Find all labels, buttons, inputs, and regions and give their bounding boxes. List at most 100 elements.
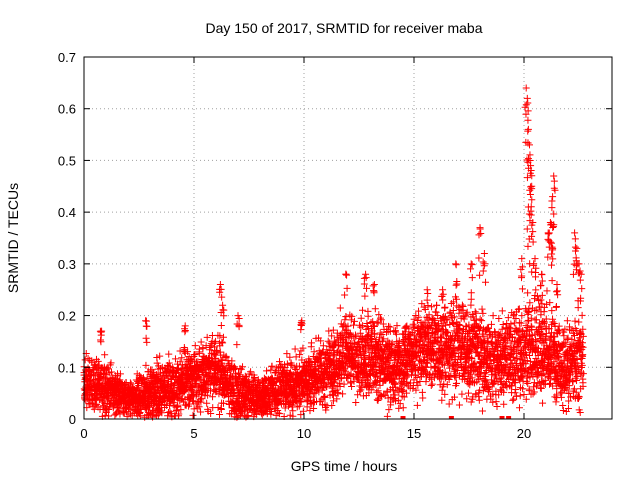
data-point <box>579 332 587 340</box>
data-point <box>548 277 556 285</box>
data-point <box>207 410 215 418</box>
data-point <box>527 162 535 170</box>
data-point <box>216 411 223 419</box>
data-point <box>511 389 519 397</box>
y-tick-label: 0.5 <box>58 153 76 168</box>
data-point <box>443 381 451 389</box>
data-point <box>173 406 181 414</box>
x-tick-label: 5 <box>190 426 197 441</box>
data-point <box>463 395 471 403</box>
data-point <box>530 260 538 268</box>
data-point <box>524 289 532 297</box>
data-point <box>433 338 441 346</box>
data-point <box>106 400 114 408</box>
data-point <box>324 337 332 345</box>
data-point <box>479 387 487 395</box>
data-point <box>376 314 384 322</box>
data-point <box>156 352 164 360</box>
data-point <box>527 183 535 191</box>
data-point <box>403 389 411 397</box>
data-point <box>354 391 362 399</box>
data-point <box>364 312 372 320</box>
data-point <box>165 350 173 358</box>
data-point <box>523 225 531 233</box>
data-point <box>322 381 330 389</box>
data-point <box>297 318 305 326</box>
data-point <box>475 376 483 384</box>
data-point <box>425 311 433 319</box>
data-point <box>550 172 558 180</box>
data-point <box>412 311 420 319</box>
data-point <box>438 292 446 300</box>
data-point <box>538 300 546 308</box>
data-point <box>136 412 144 420</box>
data-point <box>555 347 563 355</box>
y-tick-label: 0.1 <box>58 360 76 375</box>
data-point <box>538 277 546 285</box>
data-point <box>369 318 377 326</box>
data-point <box>441 303 449 311</box>
data-point <box>444 360 452 368</box>
data-point <box>385 322 393 330</box>
data-point <box>216 332 224 340</box>
data-point <box>440 361 448 369</box>
data-point <box>559 407 567 415</box>
data-point <box>521 336 529 344</box>
data-point <box>380 335 388 343</box>
data-point <box>396 400 404 408</box>
data-point <box>199 345 207 353</box>
data-point <box>339 390 347 398</box>
data-point <box>468 274 476 282</box>
data-point <box>376 329 384 337</box>
data-point <box>350 377 358 385</box>
data-point <box>413 373 421 381</box>
data-point <box>451 350 459 358</box>
data-point <box>350 317 358 325</box>
data-point <box>512 392 520 400</box>
data-point <box>498 325 506 333</box>
data-point <box>346 329 354 337</box>
data-point <box>539 399 547 407</box>
data-point <box>424 323 432 331</box>
data-point <box>398 387 406 395</box>
data-point <box>366 382 374 390</box>
data-point <box>356 329 364 337</box>
data-point <box>347 378 355 386</box>
data-point <box>234 312 242 320</box>
data-point <box>553 287 561 295</box>
data-point <box>334 389 342 397</box>
data-point <box>233 341 241 349</box>
data-point <box>336 304 344 312</box>
data-point <box>359 350 367 358</box>
data-point <box>548 197 556 205</box>
data-point <box>512 314 520 322</box>
data-point <box>480 250 488 258</box>
data-point <box>328 401 336 409</box>
data-point <box>548 329 556 337</box>
data-point <box>220 312 228 320</box>
data-point <box>460 315 468 323</box>
data-point <box>376 342 384 350</box>
data-point <box>477 229 485 237</box>
data-point <box>455 320 463 328</box>
data-point <box>528 323 536 331</box>
data-point <box>341 316 349 324</box>
data-point <box>574 392 582 400</box>
data-point <box>86 367 94 375</box>
data-point <box>126 379 134 387</box>
data-point <box>404 372 412 380</box>
data-point <box>335 379 343 387</box>
y-tick-label: 0.6 <box>58 102 76 117</box>
data-point <box>576 297 584 305</box>
data-point <box>467 346 475 354</box>
data-point <box>575 318 583 326</box>
data-point <box>296 351 304 359</box>
y-tick-label: 0.4 <box>58 205 76 220</box>
data-point <box>286 353 294 361</box>
data-point <box>186 400 194 408</box>
data-point <box>495 314 503 322</box>
data-point <box>103 364 111 372</box>
data-point <box>158 409 166 417</box>
data-point <box>413 316 421 324</box>
data-point <box>543 287 551 295</box>
